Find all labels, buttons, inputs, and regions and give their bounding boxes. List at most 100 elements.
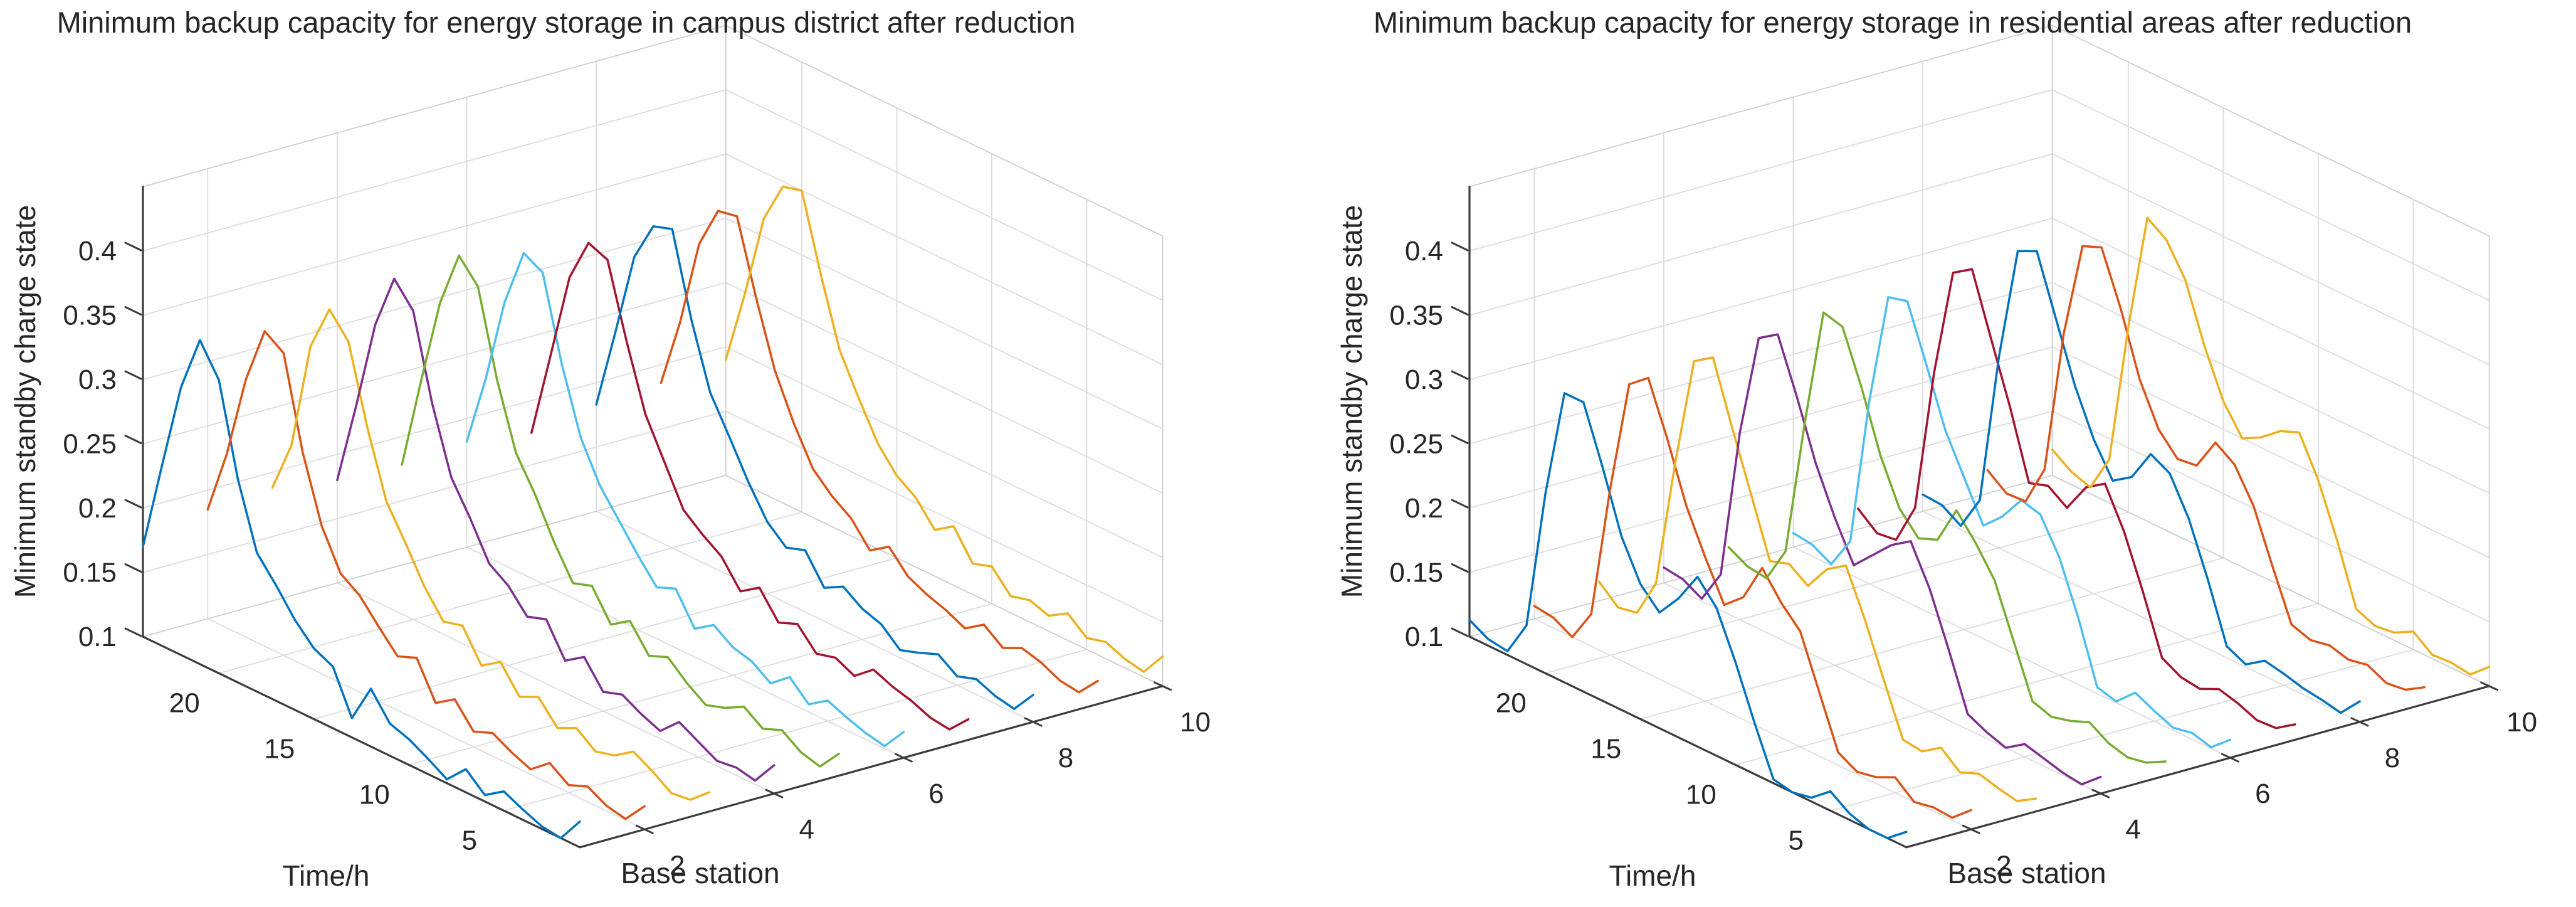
gridline-floor-time — [313, 557, 898, 720]
time-tick-label: 20 — [1496, 687, 1527, 718]
base-station-tick-mark — [1154, 681, 1172, 691]
gridline-zlevel-sidewall — [2051, 153, 2490, 366]
gridline-zlevel-backwall — [142, 218, 727, 380]
gridline-zlevel-sidewall — [725, 218, 1164, 430]
gridline-zlevel-sidewall — [725, 89, 1164, 301]
time-tick-label: 15 — [1590, 733, 1621, 764]
gridline-floor-station — [1792, 546, 2231, 758]
gridline-floor-time — [1545, 511, 2129, 674]
box-edge-roof-right — [725, 24, 1164, 237]
base-station-tick-mark — [765, 788, 784, 798]
z-tick-mark — [124, 499, 142, 509]
series-line-station-5 — [1727, 311, 2167, 764]
gridline-zlevel-backwall — [142, 346, 727, 509]
time-tick-label: 10 — [359, 779, 390, 810]
gridline-floor-station — [337, 582, 775, 795]
z-tick-mark — [1451, 306, 1469, 316]
box-edge-roof-back — [1469, 24, 2053, 188]
base-station-tick-label: 10 — [2506, 707, 2537, 738]
base-station-axis-line — [1905, 685, 2491, 849]
series-line-station-9 — [660, 210, 1100, 694]
base-station-tick-mark — [1024, 717, 1043, 727]
gridline-zlevel-sidewall — [2051, 410, 2490, 623]
z-tick-label: 0.4 — [78, 236, 117, 267]
gridline-floor-station — [207, 618, 646, 830]
z-tick-label: 0.1 — [1405, 622, 1443, 652]
z-tick-mark — [1451, 499, 1469, 509]
gridline-zlevel-backwall — [1469, 153, 2053, 316]
base-station-tick-label: 6 — [2255, 778, 2270, 809]
time-tick-mark — [1631, 714, 1650, 724]
series-line-station-3 — [1597, 356, 2037, 802]
z-tick-mark — [1451, 627, 1469, 637]
z-tick-label: 0.2 — [1405, 493, 1443, 524]
series-line-station-1 — [142, 339, 581, 839]
z-tick-label: 0.1 — [78, 622, 117, 652]
base-station-tick-mark — [1962, 824, 1980, 834]
z-tick-label: 0.35 — [63, 300, 117, 331]
gridline-zlevel-backwall — [142, 282, 727, 445]
time-tick-mark — [495, 805, 513, 815]
gridline-floor-time — [1829, 649, 2414, 812]
plot-title-campus: Minimum backup capacity for energy stora… — [57, 6, 1076, 39]
base-station-tick-label: 4 — [799, 814, 814, 845]
base-station-tick-label: 10 — [1180, 707, 1211, 738]
x-axis-label-campus: Time/h — [283, 859, 370, 892]
gridline-zlevel-sidewall — [2051, 346, 2490, 558]
box-edge-floor-back — [142, 475, 727, 637]
z-tick-mark — [1451, 370, 1469, 380]
gridline-floor-station — [1533, 618, 1972, 830]
campus-district-plot: 0.1 0.15 0.2 0.25 0.3 0.35 0.4 5 10 15 20 2 4 6 8 10 — [63, 24, 1211, 881]
gridline-floor-station — [1663, 582, 2101, 795]
base-station-tick-label: 6 — [928, 778, 944, 809]
time-tick-mark — [399, 760, 418, 770]
series-line-station-1 — [1468, 392, 1908, 839]
z-axis-label-campus: Minimum standby charge state — [9, 205, 41, 598]
base-station-tick-mark — [894, 753, 913, 763]
z-tick-label: 0.3 — [78, 364, 117, 395]
series-line-station-7 — [1857, 268, 2296, 729]
gridline-floor-time — [503, 649, 1088, 812]
gridline-zlevel-sidewall — [2051, 89, 2490, 301]
gridline-floor-time — [1639, 557, 2224, 720]
series-line-station-2 — [1533, 376, 1972, 819]
gridline-zlevel-sidewall — [2051, 218, 2490, 430]
time-tick-mark — [1726, 760, 1745, 770]
z-tick-label: 0.15 — [63, 558, 117, 588]
time-tick-mark — [1821, 805, 1840, 815]
box-edge-floor-right — [2051, 475, 2490, 687]
y-axis-label-campus: Base station — [621, 857, 779, 889]
gridline-zlevel-backwall — [1469, 410, 2053, 573]
z-tick-mark — [124, 627, 142, 637]
series-line-station-10 — [724, 185, 1164, 673]
series-line-station-10 — [2051, 216, 2491, 676]
z-tick-mark — [1451, 435, 1469, 444]
base-station-tick-mark — [2091, 788, 2110, 798]
z-tick-label: 0.35 — [1389, 300, 1443, 331]
time-tick-label: 20 — [169, 687, 200, 718]
z-tick-mark — [124, 563, 142, 573]
base-station-tick-label: 4 — [2126, 814, 2141, 845]
base-station-axis-line — [579, 685, 1164, 849]
z-tick-mark — [124, 435, 142, 444]
base-station-tick-label: 8 — [1058, 743, 1073, 773]
series-line-station-4 — [336, 277, 775, 782]
time-tick-label: 15 — [264, 733, 295, 764]
z-tick-label: 0.2 — [78, 493, 117, 524]
box-edge-floor-back — [1469, 475, 2053, 637]
base-station-tick-mark — [2480, 681, 2499, 691]
gridline-floor-time — [218, 511, 802, 674]
gridline-zlevel-backwall — [1469, 89, 2053, 252]
base-station-tick-mark — [635, 824, 654, 834]
time-tick-mark — [1536, 668, 1555, 678]
base-station-tick-label: 2 — [670, 850, 685, 881]
gridline-zlevel-backwall — [142, 153, 727, 316]
gridline-zlevel-backwall — [142, 410, 727, 573]
gridline-zlevel-backwall — [142, 89, 727, 252]
z-tick-label: 0.25 — [63, 429, 117, 460]
series-line-station-9 — [1986, 245, 2426, 691]
z-tick-mark — [124, 241, 142, 252]
x-axis-label-residential: Time/h — [1609, 859, 1696, 892]
